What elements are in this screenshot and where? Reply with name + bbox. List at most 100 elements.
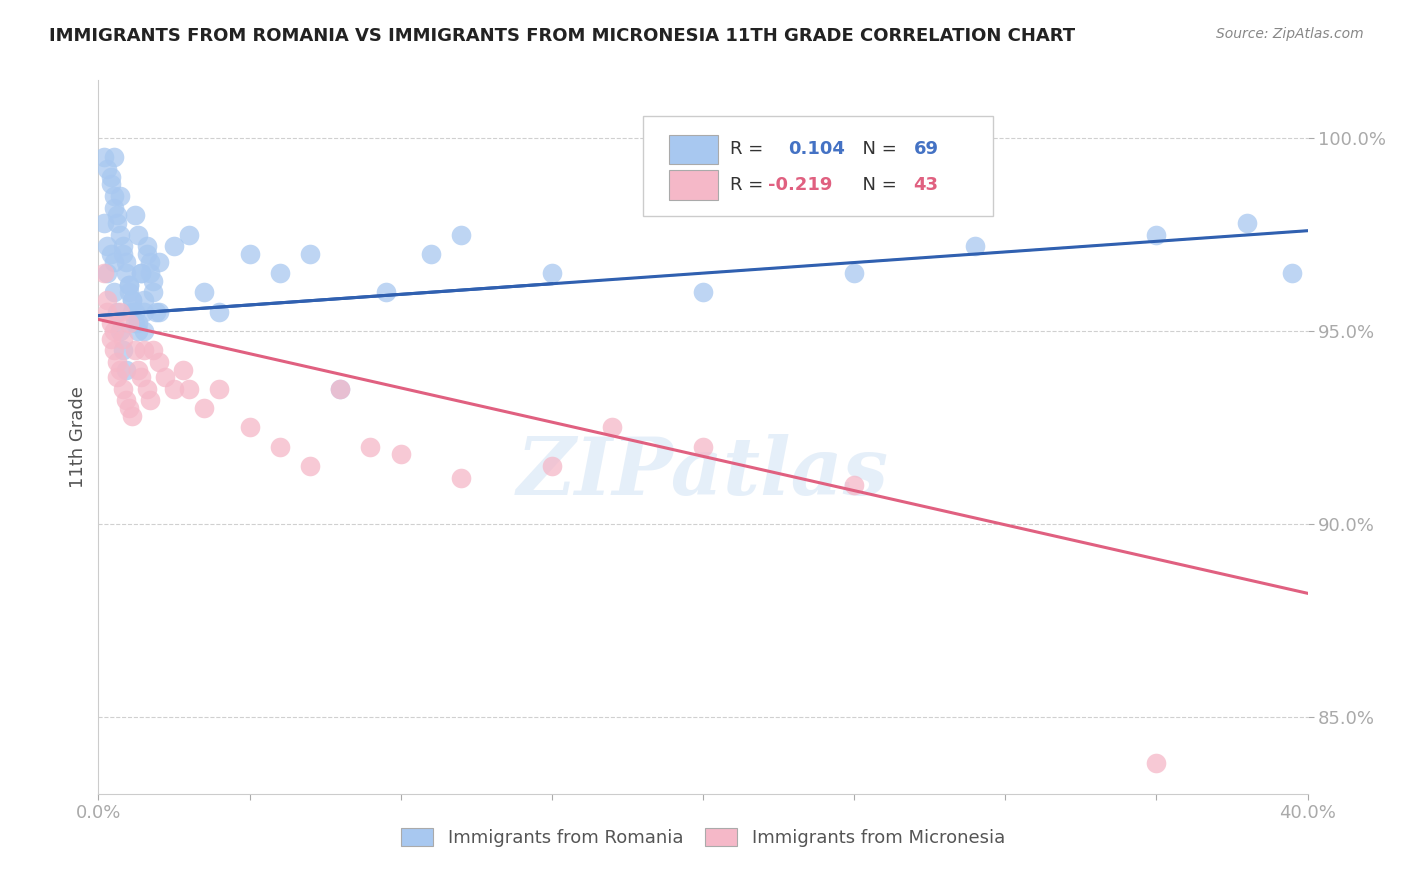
Point <box>124 208 146 222</box>
Point <box>93 216 115 230</box>
Point <box>1281 266 1303 280</box>
Point <box>121 293 143 307</box>
Point <box>540 266 562 280</box>
Text: 0.104: 0.104 <box>787 141 845 159</box>
Point <box>105 355 128 369</box>
Point <box>139 393 162 408</box>
Point <box>450 227 472 242</box>
Point <box>239 420 262 434</box>
Point <box>208 304 231 318</box>
Point <box>127 316 149 330</box>
Point <box>844 478 866 492</box>
Point <box>105 370 128 384</box>
Point <box>111 239 134 253</box>
Point <box>329 382 352 396</box>
Point <box>208 382 231 396</box>
Point <box>100 247 122 261</box>
Point <box>132 324 155 338</box>
Point <box>118 316 141 330</box>
Point <box>127 362 149 376</box>
Point <box>1236 216 1258 230</box>
Point <box>111 382 134 396</box>
Point <box>124 316 146 330</box>
Point <box>965 239 987 253</box>
Point <box>163 239 186 253</box>
Point <box>193 285 215 300</box>
Point <box>114 362 136 376</box>
Point <box>692 285 714 300</box>
Point <box>100 178 122 192</box>
Point <box>540 458 562 473</box>
Point <box>193 401 215 416</box>
Point <box>360 440 382 454</box>
Point <box>96 266 118 280</box>
Point <box>239 247 262 261</box>
Point <box>100 332 122 346</box>
Y-axis label: 11th Grade: 11th Grade <box>69 386 87 488</box>
Text: IMMIGRANTS FROM ROMANIA VS IMMIGRANTS FROM MICRONESIA 11TH GRADE CORRELATION CHA: IMMIGRANTS FROM ROMANIA VS IMMIGRANTS FR… <box>49 27 1076 45</box>
Point <box>103 189 125 203</box>
Text: Source: ZipAtlas.com: Source: ZipAtlas.com <box>1216 27 1364 41</box>
Point <box>93 266 115 280</box>
Point <box>602 420 624 434</box>
FancyBboxPatch shape <box>669 135 717 164</box>
Point <box>111 343 134 358</box>
Point <box>269 440 291 454</box>
Point <box>135 239 157 253</box>
Text: ZIPatlas: ZIPatlas <box>517 434 889 511</box>
Point <box>148 304 170 318</box>
Point <box>145 304 167 318</box>
Point <box>172 362 194 376</box>
Point <box>129 370 152 384</box>
Point <box>114 266 136 280</box>
Point <box>163 382 186 396</box>
Text: N =: N = <box>851 177 903 194</box>
Point <box>105 304 128 318</box>
Point <box>1144 227 1167 242</box>
Point <box>142 285 165 300</box>
Point <box>93 150 115 164</box>
Point <box>148 355 170 369</box>
FancyBboxPatch shape <box>669 170 717 200</box>
Point <box>139 254 162 268</box>
Point <box>96 304 118 318</box>
Point <box>118 401 141 416</box>
Point <box>105 208 128 222</box>
Point <box>103 285 125 300</box>
Point <box>142 274 165 288</box>
Point <box>111 247 134 261</box>
Point <box>103 201 125 215</box>
Point <box>100 316 122 330</box>
Legend: Immigrants from Romania, Immigrants from Micronesia: Immigrants from Romania, Immigrants from… <box>392 819 1014 856</box>
Point <box>103 343 125 358</box>
Point <box>124 343 146 358</box>
Point <box>135 382 157 396</box>
Point <box>374 285 396 300</box>
Point <box>121 409 143 423</box>
Point <box>1144 756 1167 770</box>
Point <box>111 332 134 346</box>
Point <box>299 458 322 473</box>
Point <box>129 266 152 280</box>
Point <box>179 227 201 242</box>
Point <box>108 362 131 376</box>
Point <box>124 304 146 318</box>
Point <box>103 150 125 164</box>
Point <box>153 370 176 384</box>
Text: N =: N = <box>851 141 903 159</box>
Point <box>114 393 136 408</box>
Point <box>121 304 143 318</box>
Text: 43: 43 <box>914 177 938 194</box>
Point <box>420 247 443 261</box>
Point <box>100 169 122 184</box>
Point <box>127 227 149 242</box>
Point <box>108 304 131 318</box>
Text: R =: R = <box>730 177 769 194</box>
Point <box>148 254 170 268</box>
Point <box>96 239 118 253</box>
Point <box>132 293 155 307</box>
Point <box>844 266 866 280</box>
Point <box>118 285 141 300</box>
Text: R =: R = <box>730 141 769 159</box>
Point <box>179 382 201 396</box>
